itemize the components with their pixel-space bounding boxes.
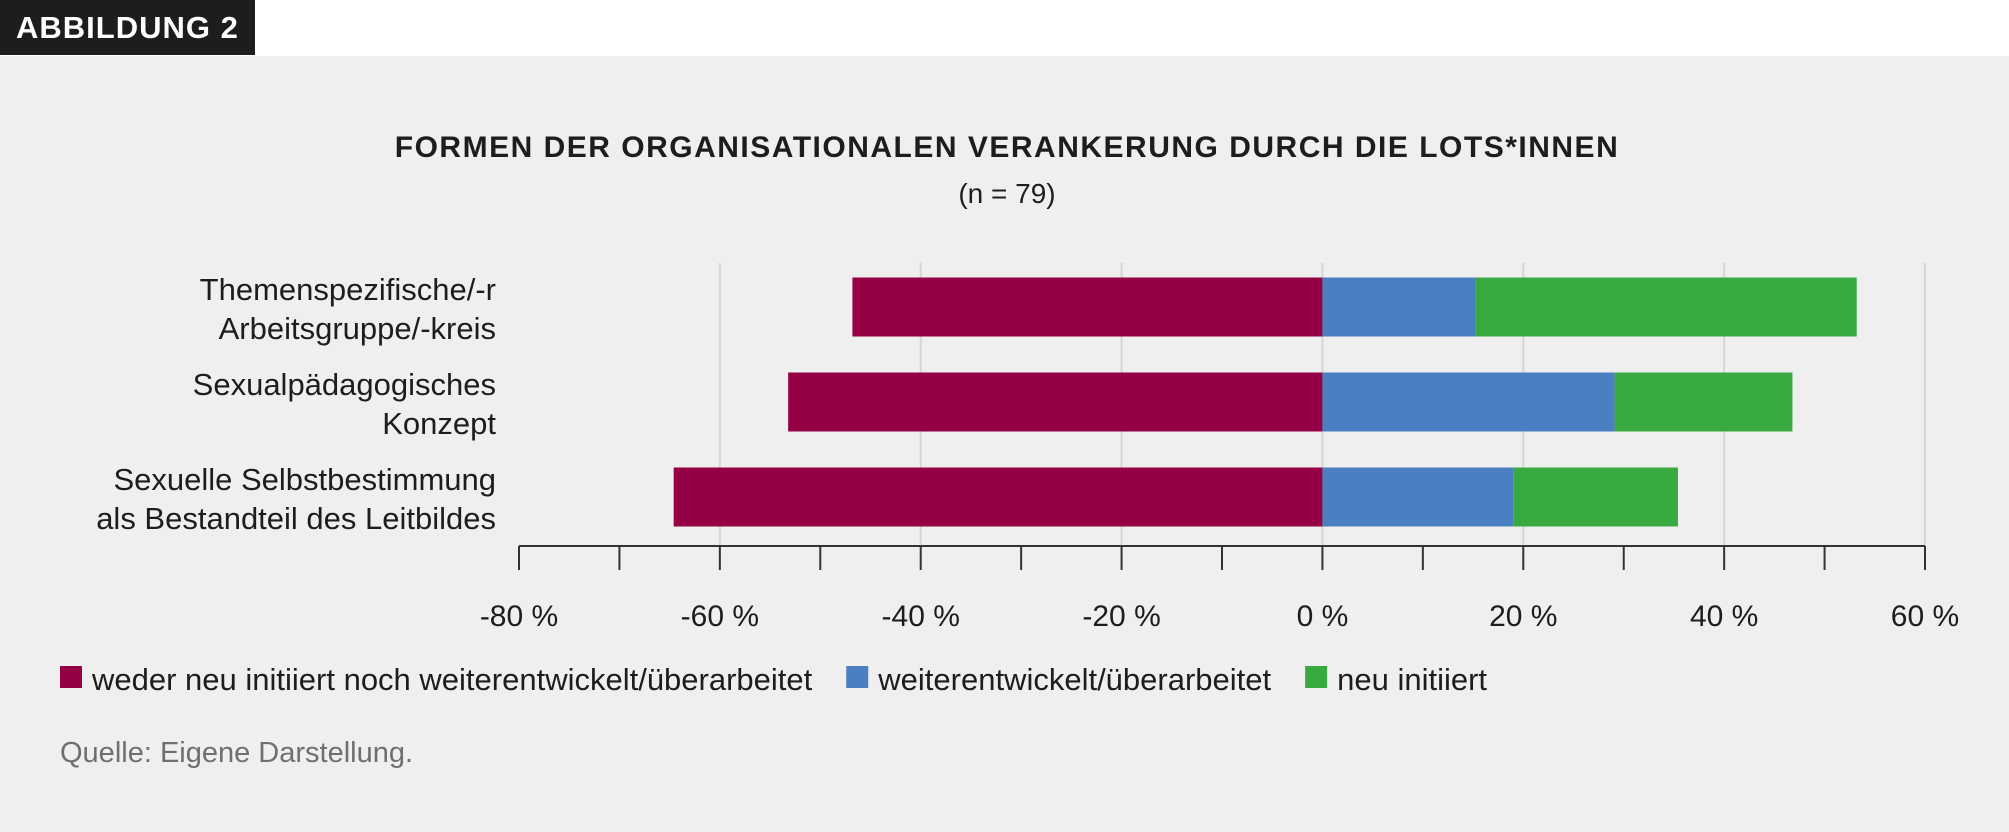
- bar-segment: [1513, 467, 1678, 527]
- bar-segment: [673, 467, 1323, 527]
- category-label-line: Sexuelle Selbstbestimmung: [113, 462, 496, 497]
- bar-segment: [1322, 277, 1476, 337]
- x-tick-label: 40 %: [1690, 600, 1758, 633]
- legend-swatch: [60, 666, 82, 688]
- top-band: [0, 0, 2009, 56]
- legend-swatch: [846, 666, 869, 688]
- x-tick-label: -40 %: [882, 600, 960, 633]
- bar-segment: [1475, 277, 1857, 337]
- category-label: Sexuelle Selbstbestimmung als Bestandteil…: [96, 462, 496, 536]
- category-label-line: Themenspezifische/-r: [200, 272, 496, 307]
- figure-badge: ABBILDUNG 2: [0, 0, 255, 55]
- bar-segment: [1322, 467, 1514, 527]
- legend-swatch: [1305, 666, 1328, 688]
- category-label: Themenspezifische/-r Arbeitsgruppe/-kreis: [200, 272, 496, 346]
- x-tick-label: -60 %: [681, 600, 759, 633]
- x-tick-label: 0 %: [1297, 600, 1349, 633]
- x-tick-label: -80 %: [480, 600, 558, 633]
- legend-label: weder neu initiiert noch weiterentwickel…: [91, 662, 813, 697]
- bar-segment: [1614, 372, 1793, 432]
- category-label: Sexualpädagogisches Konzept: [193, 367, 497, 441]
- category-label-line: Arbeitsgruppe/-kreis: [219, 311, 496, 346]
- category-label-line: Sexualpädagogisches: [193, 367, 496, 402]
- legend-label: weiterentwickelt/überarbeitet: [877, 662, 1271, 697]
- legend-label: neu initiiert: [1337, 662, 1487, 697]
- bar-segment: [788, 372, 1323, 432]
- x-tick-label: 20 %: [1489, 600, 1557, 633]
- source-note: Quelle: Eigene Darstellung.: [60, 737, 413, 769]
- bar-segment: [852, 277, 1323, 337]
- chart-title: FORMEN DER ORGANISATIONALEN VERANKERUNG …: [395, 131, 1619, 164]
- category-label-line: als Bestandteil des Leitbildes: [96, 501, 496, 536]
- x-tick-label: -20 %: [1082, 600, 1160, 633]
- chart-subtitle: (n = 79): [958, 178, 1055, 209]
- category-label-line: Konzept: [382, 406, 496, 441]
- bar-segment: [1322, 372, 1615, 432]
- x-tick-label: 60 %: [1891, 600, 1959, 633]
